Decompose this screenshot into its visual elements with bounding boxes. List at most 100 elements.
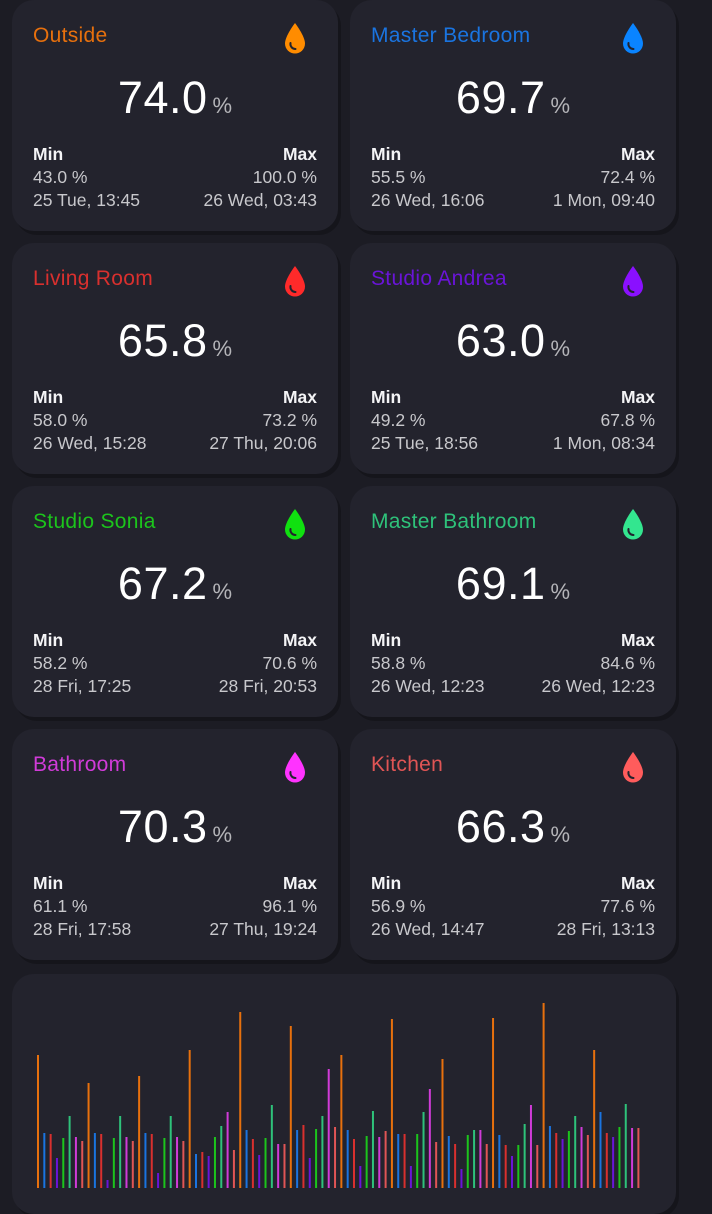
- bar-master-bedroom[interactable]: [93, 1133, 96, 1188]
- bar-studio-sonia[interactable]: [62, 1138, 65, 1188]
- bar-studio-sonia[interactable]: [517, 1145, 520, 1188]
- bar-living-room[interactable]: [302, 1125, 305, 1188]
- bar-master-bathroom[interactable]: [119, 1116, 122, 1188]
- humidity-card-master-bathroom[interactable]: Master Bathroom 69.1% Min 58.8 % 26 Wed,…: [350, 486, 676, 717]
- humidity-card-master-bedroom[interactable]: Master Bedroom 69.7% Min 55.5 % 26 Wed, …: [350, 0, 676, 231]
- bar-outside[interactable]: [340, 1055, 343, 1188]
- bar-master-bathroom[interactable]: [523, 1124, 526, 1188]
- bar-living-room[interactable]: [251, 1139, 254, 1188]
- bar-outside[interactable]: [138, 1076, 141, 1188]
- bar-living-room[interactable]: [100, 1134, 103, 1188]
- bar-outside[interactable]: [593, 1050, 596, 1188]
- bar-studio-andrea[interactable]: [157, 1173, 160, 1188]
- bar-bathroom[interactable]: [529, 1105, 532, 1188]
- bar-bathroom[interactable]: [631, 1128, 634, 1188]
- bar-master-bedroom[interactable]: [548, 1126, 551, 1188]
- bar-master-bedroom[interactable]: [195, 1154, 197, 1188]
- bar-kitchen[interactable]: [81, 1141, 84, 1188]
- bar-bathroom[interactable]: [176, 1137, 179, 1188]
- bar-bathroom[interactable]: [125, 1137, 128, 1188]
- humidity-card-studio-andrea[interactable]: Studio Andrea 63.0% Min 49.2 % 25 Tue, 1…: [350, 243, 676, 474]
- bar-living-room[interactable]: [353, 1139, 355, 1188]
- bar-living-room[interactable]: [150, 1134, 153, 1188]
- bar-outside[interactable]: [188, 1050, 191, 1188]
- bar-outside[interactable]: [37, 1055, 39, 1188]
- bar-kitchen[interactable]: [536, 1145, 539, 1188]
- bar-studio-sonia[interactable]: [466, 1135, 469, 1188]
- bar-living-room[interactable]: [454, 1144, 457, 1188]
- bar-bathroom[interactable]: [74, 1137, 77, 1188]
- bar-studio-andrea[interactable]: [460, 1169, 463, 1188]
- bar-master-bathroom[interactable]: [624, 1104, 627, 1188]
- bar-master-bathroom[interactable]: [169, 1116, 172, 1188]
- bar-studio-sonia[interactable]: [213, 1137, 216, 1188]
- humidity-history-chart[interactable]: [12, 974, 676, 1214]
- bar-master-bedroom[interactable]: [447, 1136, 450, 1188]
- bar-studio-andrea[interactable]: [409, 1166, 412, 1188]
- bar-studio-sonia[interactable]: [365, 1136, 368, 1188]
- bar-kitchen[interactable]: [232, 1150, 235, 1188]
- bar-kitchen[interactable]: [637, 1128, 640, 1188]
- bar-living-room[interactable]: [49, 1134, 52, 1188]
- bar-living-room[interactable]: [605, 1133, 608, 1188]
- bar-master-bathroom[interactable]: [371, 1111, 374, 1188]
- humidity-card-living-room[interactable]: Living Room 65.8% Min 58.0 % 26 Wed, 15:…: [12, 243, 338, 474]
- bar-kitchen[interactable]: [334, 1127, 337, 1188]
- bar-studio-andrea[interactable]: [258, 1155, 261, 1188]
- bar-outside[interactable]: [492, 1018, 495, 1188]
- bar-kitchen[interactable]: [283, 1144, 286, 1188]
- bar-master-bathroom[interactable]: [321, 1116, 324, 1188]
- bar-master-bedroom[interactable]: [43, 1133, 46, 1188]
- bar-master-bedroom[interactable]: [296, 1130, 299, 1188]
- bar-bathroom[interactable]: [378, 1137, 381, 1188]
- bar-master-bathroom[interactable]: [473, 1130, 476, 1188]
- bar-outside[interactable]: [87, 1083, 90, 1188]
- bar-kitchen[interactable]: [182, 1141, 185, 1188]
- bar-studio-sonia[interactable]: [618, 1127, 621, 1188]
- bar-bathroom[interactable]: [327, 1069, 330, 1188]
- bar-living-room[interactable]: [403, 1134, 406, 1188]
- humidity-card-kitchen[interactable]: Kitchen 66.3% Min 56.9 % 26 Wed, 14:47 M…: [350, 729, 676, 960]
- bar-studio-sonia[interactable]: [112, 1138, 115, 1188]
- bar-kitchen[interactable]: [586, 1135, 589, 1188]
- bar-kitchen[interactable]: [435, 1142, 438, 1188]
- bar-bathroom[interactable]: [479, 1130, 482, 1188]
- bar-outside[interactable]: [542, 1003, 545, 1188]
- bar-outside[interactable]: [441, 1059, 444, 1188]
- bar-living-room[interactable]: [555, 1133, 558, 1188]
- bar-master-bedroom[interactable]: [397, 1134, 400, 1188]
- bar-master-bedroom[interactable]: [144, 1133, 147, 1188]
- bar-outside[interactable]: [390, 1019, 393, 1188]
- bar-master-bedroom[interactable]: [245, 1130, 248, 1188]
- bar-bathroom[interactable]: [428, 1089, 431, 1188]
- humidity-card-bathroom[interactable]: Bathroom 70.3% Min 61.1 % 28 Fri, 17:58 …: [12, 729, 338, 960]
- bar-studio-andrea[interactable]: [55, 1158, 58, 1188]
- bar-studio-andrea[interactable]: [561, 1139, 564, 1188]
- bar-studio-sonia[interactable]: [567, 1131, 570, 1188]
- bar-studio-sonia[interactable]: [416, 1134, 419, 1188]
- humidity-card-studio-sonia[interactable]: Studio Sonia 67.2% Min 58.2 % 28 Fri, 17…: [12, 486, 338, 717]
- bar-master-bathroom[interactable]: [422, 1112, 425, 1188]
- bar-studio-sonia[interactable]: [264, 1138, 267, 1188]
- bar-kitchen[interactable]: [485, 1144, 488, 1188]
- bar-studio-andrea[interactable]: [359, 1166, 362, 1188]
- bar-studio-andrea[interactable]: [612, 1137, 615, 1188]
- bar-master-bedroom[interactable]: [498, 1135, 501, 1188]
- bar-kitchen[interactable]: [131, 1141, 134, 1188]
- bar-studio-andrea[interactable]: [308, 1158, 311, 1188]
- bar-master-bathroom[interactable]: [220, 1126, 223, 1188]
- bar-studio-andrea[interactable]: [511, 1156, 513, 1188]
- bar-outside[interactable]: [289, 1026, 292, 1188]
- bar-outside[interactable]: [239, 1012, 242, 1188]
- bar-kitchen[interactable]: [384, 1131, 387, 1188]
- bar-master-bedroom[interactable]: [599, 1112, 602, 1188]
- bar-bathroom[interactable]: [277, 1144, 280, 1188]
- bar-studio-andrea[interactable]: [106, 1180, 109, 1188]
- bar-bathroom[interactable]: [226, 1112, 229, 1188]
- bar-master-bathroom[interactable]: [270, 1105, 273, 1188]
- bar-master-bedroom[interactable]: [346, 1130, 349, 1188]
- bar-living-room[interactable]: [201, 1152, 204, 1188]
- bar-master-bathroom[interactable]: [574, 1116, 577, 1188]
- humidity-card-outside[interactable]: Outside 74.0% Min 43.0 % 25 Tue, 13:45 M…: [12, 0, 338, 231]
- bar-master-bathroom[interactable]: [68, 1116, 71, 1188]
